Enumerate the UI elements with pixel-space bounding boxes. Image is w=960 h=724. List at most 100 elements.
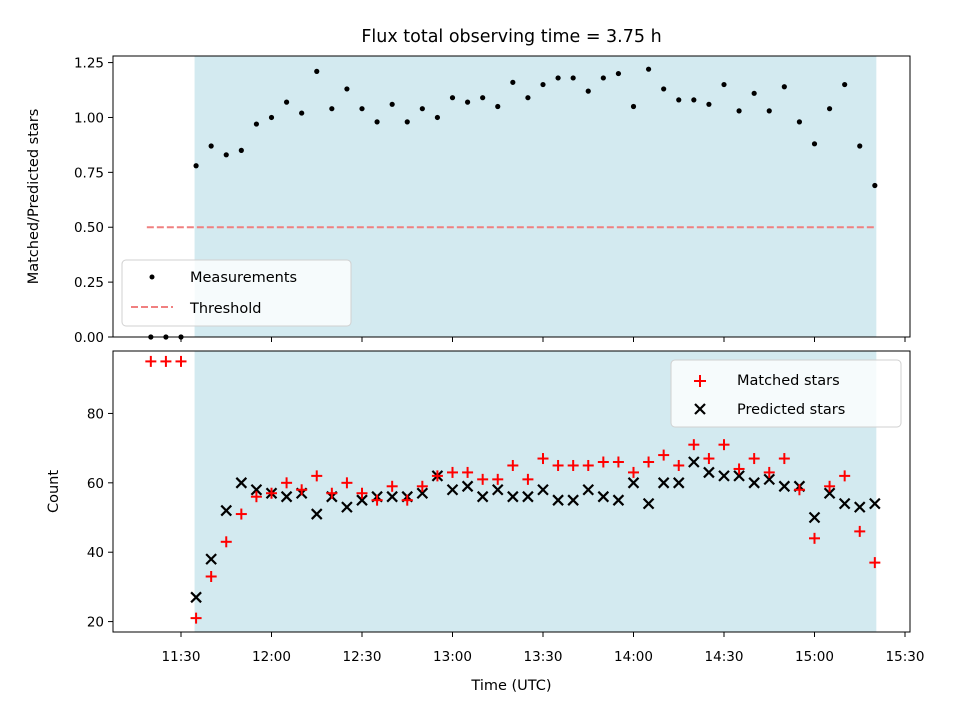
matched-point bbox=[281, 477, 293, 489]
matched-point bbox=[552, 459, 564, 471]
measurement-point bbox=[826, 106, 833, 112]
measurement-point bbox=[464, 99, 471, 105]
predicted-point bbox=[582, 483, 595, 496]
matched-point bbox=[793, 484, 805, 496]
matched-point bbox=[311, 470, 323, 482]
top-y-tick-label: 0.25 bbox=[74, 275, 104, 291]
matched-point bbox=[567, 459, 579, 471]
predicted-point bbox=[356, 494, 368, 506]
matched-point bbox=[507, 459, 519, 471]
predicted-point bbox=[718, 470, 730, 482]
measurement-point bbox=[661, 86, 667, 92]
measurement-point bbox=[449, 95, 456, 101]
predicted-point bbox=[235, 477, 248, 489]
measurement-point bbox=[480, 95, 486, 101]
predicted-point bbox=[341, 501, 353, 513]
matched-point bbox=[175, 355, 187, 367]
x-axis-label: Time (UTC) bbox=[470, 678, 551, 694]
matched-point bbox=[522, 473, 534, 485]
measurement-point bbox=[419, 106, 425, 112]
matched-point bbox=[492, 473, 504, 485]
matched-point bbox=[431, 470, 443, 482]
measurement-point bbox=[299, 110, 305, 116]
predicted-point bbox=[476, 490, 489, 503]
top-y-tick-label: 0.50 bbox=[74, 220, 104, 236]
predicted-point bbox=[672, 477, 685, 489]
matched-point bbox=[597, 456, 609, 468]
measurement-point bbox=[344, 86, 350, 92]
x-tick-label: 11:30 bbox=[162, 649, 201, 665]
measurement-point bbox=[314, 68, 320, 74]
x-tick-label: 12:30 bbox=[343, 649, 382, 665]
predicted-point bbox=[416, 487, 429, 500]
measurement-point bbox=[751, 90, 757, 96]
legend-predicted-marker bbox=[694, 403, 706, 415]
predicted-point bbox=[250, 483, 263, 496]
bottom-panel: 20 40 60 80 11:30 12:00 12:30 13:00 13:30 14:00 1… bbox=[46, 350, 924, 694]
measurement-point bbox=[857, 143, 863, 149]
predicted-point bbox=[612, 494, 625, 506]
predicted-point bbox=[703, 466, 715, 479]
predicted-point bbox=[823, 487, 836, 500]
top-legend-box bbox=[121, 259, 352, 327]
matched-point bbox=[190, 612, 202, 624]
predicted-point bbox=[853, 501, 866, 513]
matched-point bbox=[703, 453, 715, 465]
top-panel: 0.00 0.25 0.50 0.75 1.00 1.25 Flux total obse… bbox=[26, 27, 911, 346]
matched-point bbox=[673, 459, 685, 471]
matched-point bbox=[266, 487, 277, 499]
measurement-point bbox=[811, 141, 818, 147]
measurement-point bbox=[193, 163, 199, 169]
measurement-point bbox=[736, 108, 742, 114]
measurement-point bbox=[525, 95, 531, 101]
predicted-point bbox=[220, 504, 233, 517]
bottom-y-axis-label: Count bbox=[46, 470, 62, 513]
matched-point bbox=[477, 473, 489, 485]
bottom-legend: Matched stars Predicted stars bbox=[670, 359, 902, 428]
predicted-point bbox=[567, 494, 579, 506]
matched-point bbox=[371, 494, 383, 506]
matched-point bbox=[809, 532, 820, 544]
predicted-point bbox=[491, 483, 504, 496]
predicted-point bbox=[627, 477, 640, 489]
measurement-point bbox=[434, 114, 441, 121]
x-tick-label: 14:30 bbox=[705, 649, 744, 665]
predicted-point bbox=[733, 470, 745, 482]
matched-point bbox=[839, 470, 851, 482]
matched-point bbox=[341, 477, 353, 489]
matched-point bbox=[718, 439, 730, 451]
top-y-axis-label: Matched/Predicted stars bbox=[26, 109, 42, 285]
predicted-point bbox=[657, 477, 670, 489]
matched-point bbox=[537, 453, 549, 465]
measurement-point bbox=[872, 182, 878, 189]
top-y-tick-label: 1.00 bbox=[74, 110, 104, 126]
matched-point bbox=[326, 487, 338, 499]
predicted-point bbox=[597, 490, 610, 503]
measurement-point bbox=[796, 119, 803, 125]
measurement-point bbox=[842, 81, 848, 88]
predicted-point bbox=[552, 494, 564, 506]
predicted-point bbox=[763, 473, 776, 486]
measurement-point bbox=[691, 97, 697, 103]
top-legend: Measurements Threshold bbox=[121, 259, 352, 327]
predicted-point bbox=[386, 490, 398, 503]
predicted-point bbox=[748, 477, 760, 489]
measurement-point bbox=[283, 99, 290, 105]
top-axes-frame bbox=[112, 55, 911, 338]
bottom-y-tick-label: 40 bbox=[87, 545, 104, 561]
top-y-tick-label: 0.75 bbox=[74, 165, 104, 181]
x-tick-label: 13:30 bbox=[524, 649, 563, 665]
predicted-point bbox=[688, 456, 700, 468]
matched-point bbox=[296, 484, 308, 496]
matched-point bbox=[628, 466, 639, 478]
measurement-point bbox=[495, 103, 501, 110]
matched-point bbox=[235, 508, 247, 520]
legend-measurements-label: Measurements bbox=[190, 270, 297, 286]
predicted-point bbox=[461, 480, 474, 493]
predicted-point bbox=[205, 553, 217, 565]
matched-point bbox=[612, 456, 624, 468]
predicted-point bbox=[280, 490, 293, 503]
measurement-point bbox=[359, 106, 365, 112]
measurement-point bbox=[721, 81, 727, 88]
